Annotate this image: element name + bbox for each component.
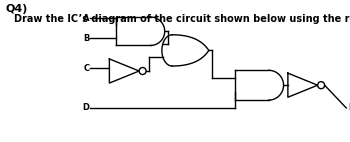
Text: A: A (83, 14, 89, 23)
Text: C: C (83, 64, 89, 73)
Text: B: B (83, 34, 89, 43)
Text: D: D (82, 103, 89, 112)
Text: Q4): Q4) (5, 4, 27, 14)
Text: F: F (348, 103, 350, 112)
Text: Draw the IC’s diagram of the circuit shown below using the required 74 series: Draw the IC’s diagram of the circuit sho… (14, 14, 350, 24)
